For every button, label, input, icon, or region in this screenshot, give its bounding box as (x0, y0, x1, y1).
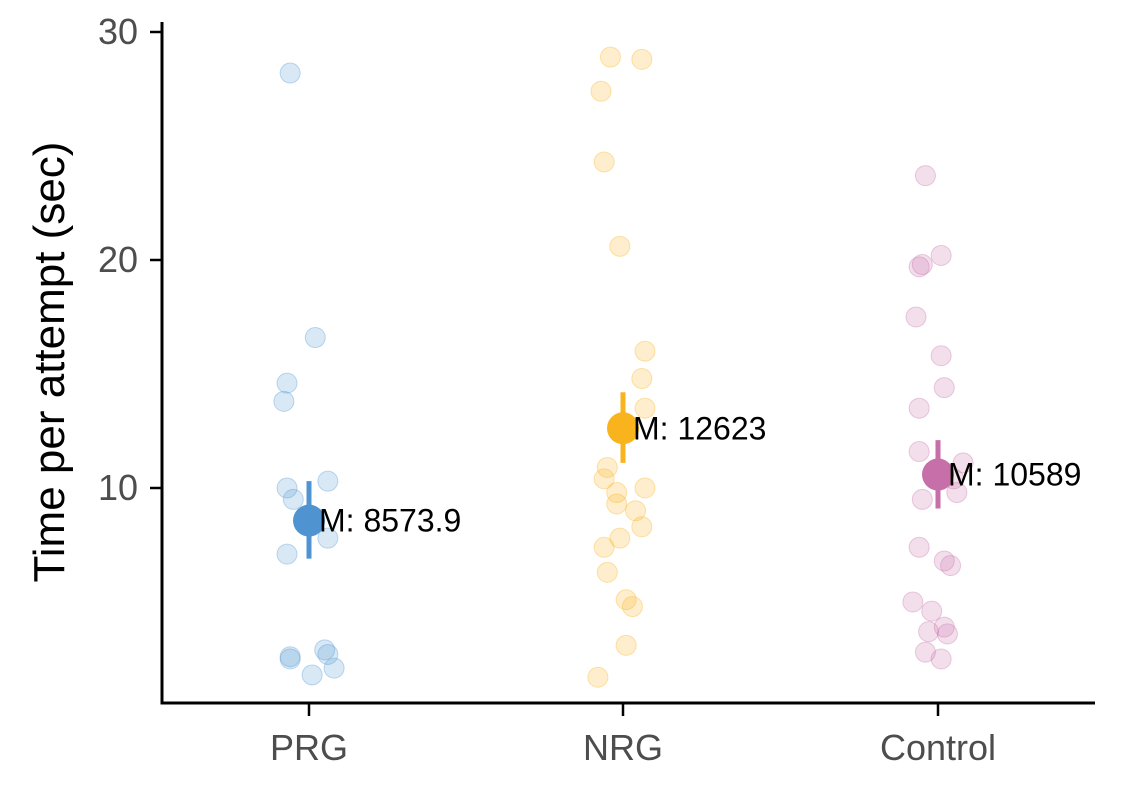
data-point (634, 340, 656, 362)
data-point (908, 397, 930, 419)
data-point (625, 500, 647, 522)
data-point (936, 623, 958, 645)
data-point (596, 456, 618, 478)
data-point (282, 488, 304, 510)
data-point (615, 589, 637, 611)
data-point (911, 254, 933, 276)
mean-label: M: 8573.9 (319, 503, 461, 539)
data-point (304, 327, 326, 349)
data-point (317, 470, 339, 492)
data-point (587, 666, 609, 688)
data-point (933, 377, 955, 399)
data-point (918, 621, 940, 643)
x-ticks: PRG NRG Control (270, 703, 996, 768)
data-point (317, 643, 339, 665)
y-tick-label: 10 (98, 467, 138, 508)
data-point (593, 536, 615, 558)
data-point (276, 372, 298, 394)
data-point (911, 488, 933, 510)
data-point (609, 235, 631, 257)
data-point (921, 600, 943, 622)
y-ticks: 10 20 30 (98, 11, 162, 508)
data-point (634, 477, 656, 499)
data-point (323, 657, 345, 679)
data-point (606, 493, 628, 515)
data-point (593, 151, 615, 173)
data-point (914, 165, 936, 187)
data-point (314, 639, 336, 661)
data-point (621, 596, 643, 618)
data-point (914, 641, 936, 663)
data-point (317, 527, 339, 549)
y-axis-title: Time per attempt (sec) (25, 142, 74, 583)
data-point (276, 477, 298, 499)
data-point (952, 452, 974, 474)
mean-label: M: 10589 (948, 457, 1081, 493)
data-point (609, 527, 631, 549)
data-point (615, 634, 637, 656)
jitter-points-layer (273, 46, 974, 688)
data-point (279, 62, 301, 84)
y-tick-label: 30 (98, 11, 138, 52)
y-tick-label: 20 (98, 239, 138, 280)
data-point (599, 46, 621, 68)
data-point (276, 543, 298, 565)
data-point (930, 648, 952, 670)
data-point (905, 306, 927, 328)
data-point (590, 80, 612, 102)
data-point (946, 482, 968, 504)
x-tick-label: PRG (270, 727, 348, 768)
data-point (631, 48, 653, 70)
data-point (908, 441, 930, 463)
data-point (902, 591, 924, 613)
data-point (930, 244, 952, 266)
data-point (596, 561, 618, 583)
data-point (273, 390, 295, 412)
data-point (279, 646, 301, 668)
mean-point (922, 458, 954, 491)
data-point (930, 345, 952, 367)
data-point (301, 664, 323, 686)
data-point (908, 256, 930, 278)
data-point (631, 368, 653, 390)
data-point (933, 550, 955, 572)
x-tick-label: NRG (583, 727, 663, 768)
mean-point (607, 412, 639, 445)
data-point (279, 648, 301, 670)
mean-label: M: 12623 (633, 410, 766, 446)
x-tick-label: Control (880, 727, 996, 768)
data-point (606, 482, 628, 504)
data-point (933, 616, 955, 638)
data-point (593, 468, 615, 490)
data-point (908, 536, 930, 558)
data-point (631, 516, 653, 538)
mean-markers-layer: M: 8573.9 M: 12623 M: 10589 (293, 392, 1081, 559)
mean-point (293, 504, 325, 537)
data-point (634, 397, 656, 419)
data-point (940, 555, 962, 577)
